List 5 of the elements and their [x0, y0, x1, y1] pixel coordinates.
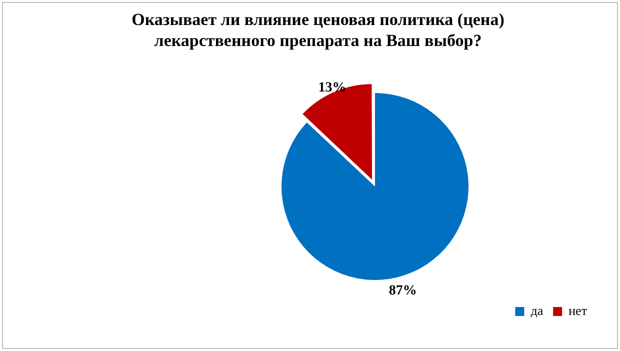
- data-label: 87%: [388, 283, 417, 298]
- legend-label: нет: [568, 302, 588, 318]
- chart-title: Оказывает ли влияние ценовая политика (цена) лекарственного препарата на Ваш выбор?: [130, 9, 506, 51]
- data-label: 13%: [318, 80, 346, 96]
- legend-label: да: [530, 302, 544, 318]
